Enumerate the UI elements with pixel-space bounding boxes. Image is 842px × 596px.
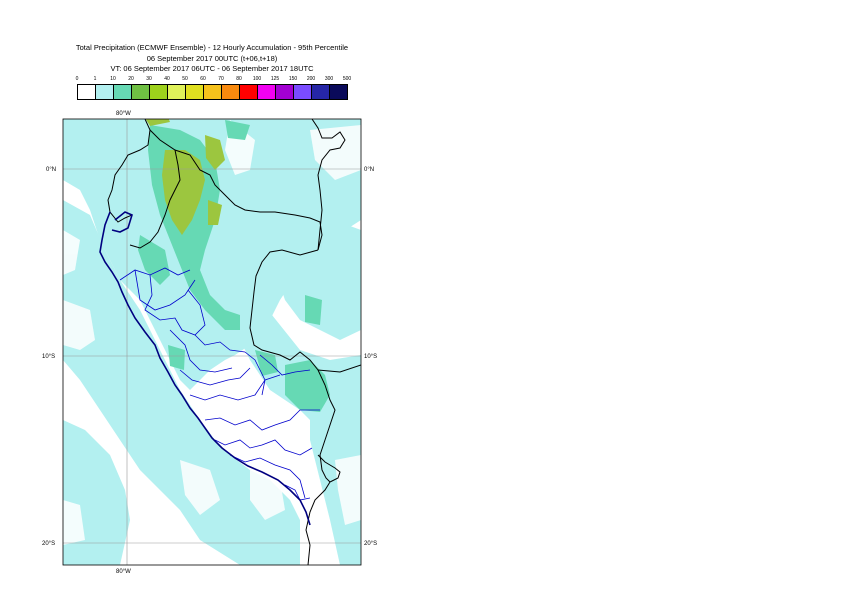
precip-heavy-areas xyxy=(145,119,225,235)
lat-label-left-0: 0°N xyxy=(46,167,56,173)
lat-label-left-10s: 10°S xyxy=(42,354,55,360)
lat-label-right-10s: 10°S xyxy=(364,354,377,360)
legend-tick-label: 70 xyxy=(218,76,224,82)
legend-tick-label: 500 xyxy=(342,76,352,82)
legend-tick-label: 60 xyxy=(200,76,206,82)
graticule xyxy=(63,119,361,565)
title-line-1: Total Precipitation (ECMWF Ensemble) - 1… xyxy=(75,43,349,52)
lat-label-left-20s: 20°S xyxy=(42,541,55,547)
lon-label-top: 80°W xyxy=(116,111,131,117)
legend-tick-label: 300 xyxy=(324,76,334,82)
lat-label-right-20s: 20°S xyxy=(364,541,377,547)
legend-tick-label: 20 xyxy=(128,76,134,82)
legend-tick-label: 0 xyxy=(75,76,79,82)
legend-tick-label: 80 xyxy=(236,76,242,82)
lon-label-bottom: 80°W xyxy=(116,569,131,575)
title-line-2: 06 September 2017 00UTC (t+06,t+18) xyxy=(146,54,278,63)
legend-tick-label: 125 xyxy=(270,76,280,82)
legend-tick-label: 150 xyxy=(288,76,298,82)
lat-label-right-0: 0°N xyxy=(364,167,374,173)
coastline xyxy=(99,211,311,526)
precip-light-patches xyxy=(63,120,361,545)
title-line-3: VT: 06 September 2017 06UTC - 06 Septemb… xyxy=(110,64,314,73)
legend-tick-label: 30 xyxy=(146,76,152,82)
legend-tick-label: 100 xyxy=(252,76,262,82)
legend-tick-label: 50 xyxy=(182,76,188,82)
precipitation-legend: 0 1 10 20 30 40 50 60 70 80 100 125 150 200 300 500 xyxy=(75,76,351,102)
map-frame xyxy=(62,118,362,566)
legend-tick-label: 40 xyxy=(164,76,170,82)
country-boundaries xyxy=(107,119,361,565)
legend-swatch xyxy=(329,84,348,100)
legend-tick-label: 1 xyxy=(93,76,97,82)
legend-tick-label: 10 xyxy=(110,76,116,82)
legend-tick-label: 200 xyxy=(306,76,316,82)
region-boundaries xyxy=(119,267,320,501)
